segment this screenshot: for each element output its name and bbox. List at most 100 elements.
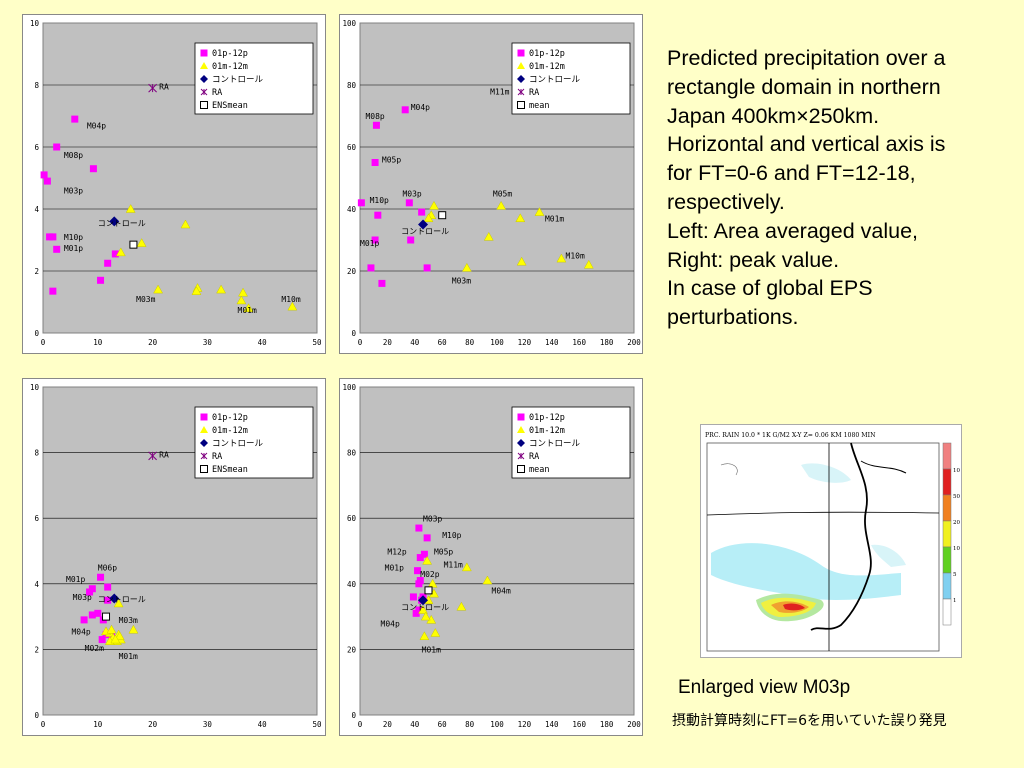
data-point-p — [405, 199, 413, 207]
legend-marker — [200, 49, 208, 57]
point-label: M01m — [422, 646, 441, 655]
x-tick-label: 0 — [358, 720, 363, 729]
x-tick-label: 200 — [627, 338, 641, 347]
data-point-control — [109, 593, 120, 604]
colorbar-label: 10 — [953, 468, 960, 474]
point-label: M02p — [420, 570, 439, 579]
colorbar-segment — [942, 494, 952, 522]
legend-marker — [517, 49, 525, 57]
data-point-m — [128, 624, 139, 634]
x-tick-label: 140 — [545, 720, 559, 729]
legend-marker — [200, 439, 208, 447]
chart-panel-top-right: 0 20 40 60 80 100 0 20 40 60 80 100 120 140 160 180 200 M… — [339, 14, 643, 354]
legend-label: コントロール — [529, 439, 581, 449]
x-tick-label: 50 — [312, 720, 322, 729]
data-point-m — [287, 301, 298, 311]
y-tick-label: 8 — [34, 81, 39, 90]
data-point-m — [114, 631, 125, 641]
legend-label: 01m-12m — [212, 62, 248, 72]
legend: 01p-12p 01m-12m コントロール RA ENSmean — [194, 406, 314, 479]
x-tick-label: 20 — [383, 720, 393, 729]
data-point-mean — [129, 240, 138, 249]
chart-panel-bottom-right: 0 20 40 60 80 100 0 20 40 60 80 100 120 140 160 180 200 M… — [339, 378, 643, 736]
data-point-p — [371, 159, 379, 166]
data-point-p — [407, 236, 415, 244]
point-label: M01m — [545, 214, 564, 223]
legend-marker — [200, 101, 208, 109]
data-point-p — [53, 143, 61, 151]
data-point-mean — [424, 586, 433, 595]
data-point-p — [111, 250, 119, 258]
legend-label: mean — [529, 465, 549, 475]
data-point-p — [418, 208, 426, 216]
data-point-m — [461, 562, 472, 572]
data-point-p — [98, 636, 106, 644]
data-point-mean — [102, 612, 111, 621]
description-line: rectangle domain in northern — [667, 74, 941, 99]
data-point-m — [236, 295, 247, 305]
legend-marker — [517, 88, 525, 96]
data-point-m — [153, 284, 164, 294]
data-point-m — [191, 286, 202, 295]
colorbar-segment — [942, 442, 952, 470]
legend-marker — [200, 413, 208, 421]
data-point-p — [371, 236, 379, 244]
colorbar-label: 20 — [953, 520, 960, 526]
data-point-p — [86, 588, 94, 596]
legend-label: 01m-12m — [212, 426, 248, 436]
data-point-p — [378, 279, 386, 287]
data-point-p — [43, 177, 51, 185]
data-point-m — [583, 259, 594, 269]
y-tick-label: 40 — [347, 580, 357, 589]
point-label: コントロール — [401, 227, 449, 236]
chart-peak-ft12: 0 20 40 60 80 100 0 20 40 60 80 100 120 140 160 180 200 M… — [342, 383, 641, 729]
description-line: In case of global EPS — [667, 276, 873, 301]
data-point-p — [49, 233, 57, 241]
y-tick-label: 0 — [34, 329, 39, 338]
point-label: M05m — [493, 190, 512, 199]
legend-marker — [517, 426, 525, 433]
legend-label: 01p-12p — [529, 49, 565, 59]
point-label: M03p — [64, 187, 83, 196]
data-point-m — [461, 262, 472, 272]
legend-label: RA — [212, 452, 222, 462]
precip-map-graphic: PRC. RAIN 10.0 * 1K G/M2 X-Y Z= 0.06 KM … — [705, 432, 960, 652]
point-label: M03p — [73, 593, 92, 602]
x-tick-label: 20 — [148, 720, 158, 729]
y-tick-label: 10 — [30, 19, 40, 28]
legend-marker — [200, 62, 208, 69]
data-point-m — [534, 207, 545, 216]
y-tick-label: 2 — [34, 267, 39, 276]
data-point-p — [409, 593, 417, 601]
data-point-control — [418, 219, 429, 230]
legend-marker — [200, 465, 208, 473]
legend-marker — [200, 452, 208, 460]
legend-label: ENSmean — [212, 465, 248, 475]
data-point-m — [427, 578, 438, 588]
legend-label: コントロール — [529, 75, 581, 85]
description-line: Right: peak value. — [667, 247, 840, 272]
data-point-p — [423, 534, 431, 542]
point-label: コントロール — [98, 595, 146, 604]
y-tick-label: 0 — [351, 711, 356, 720]
legend-label: 01p-12p — [529, 413, 565, 423]
point-label: M03p — [402, 190, 421, 199]
enlarged-view-caption: Enlarged view M03p — [678, 677, 851, 698]
legend-label: RA — [212, 88, 222, 98]
data-point-m — [420, 611, 431, 621]
point-label: M08p — [64, 151, 83, 160]
legend: 01p-12p 01m-12m コントロール RA mean — [511, 42, 631, 115]
legend-label: 01m-12m — [529, 62, 565, 72]
y-tick-label: 40 — [347, 205, 357, 214]
legend-marker — [517, 465, 525, 473]
data-point-m — [115, 247, 126, 257]
legend: 01p-12p 01m-12m コントロール RA ENSmean — [194, 42, 314, 115]
x-tick-label: 30 — [203, 720, 213, 729]
x-tick-label: 120 — [518, 338, 532, 347]
data-point-p — [367, 264, 375, 272]
point-label: M12p — [387, 547, 406, 556]
point-label: M11m — [444, 560, 463, 569]
data-point-mean — [438, 211, 447, 220]
data-point-m — [113, 598, 124, 608]
x-tick-label: 40 — [410, 720, 420, 729]
